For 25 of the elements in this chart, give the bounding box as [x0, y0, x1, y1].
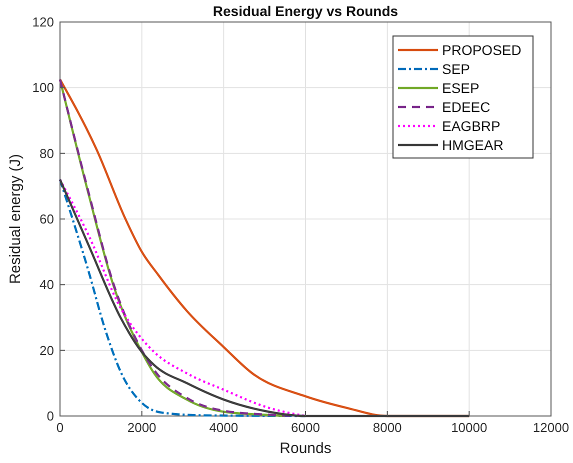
y-tick-label: 120	[32, 14, 54, 30]
chart-title: Residual Energy vs Rounds	[212, 3, 398, 19]
line-series	[58, 178, 470, 418]
legend-label: ESEP	[442, 80, 480, 96]
y-tick-label: 80	[40, 146, 54, 161]
x-tick-label: 6000	[291, 420, 320, 435]
y-tick-label: 60	[40, 212, 54, 226]
x-tick-label: 0	[56, 420, 64, 435]
x-tick-label: 4000	[209, 420, 238, 435]
x-tick-label: 10000	[451, 420, 488, 435]
line-series	[58, 178, 307, 418]
x-tick-label: 8000	[372, 420, 402, 435]
legend-label: EAGBRP	[442, 118, 500, 134]
y-tick-label: 0	[46, 408, 54, 424]
legend-label: SEP	[442, 61, 470, 77]
legend-label: PROPOSED	[442, 42, 522, 58]
y-axis-title: Residual energy (J)	[7, 154, 24, 284]
x-tick-label: 12000	[532, 420, 570, 435]
legend-label: HMGEAR	[442, 137, 504, 153]
x-tick-label: 2000	[127, 420, 156, 435]
y-tick-label: 20	[40, 342, 54, 358]
legend-label: EDEEC	[442, 99, 490, 115]
y-tick-label: 100	[32, 80, 54, 96]
y-tick-label: 40	[40, 277, 54, 292]
x-axis-title: Rounds	[280, 440, 332, 457]
